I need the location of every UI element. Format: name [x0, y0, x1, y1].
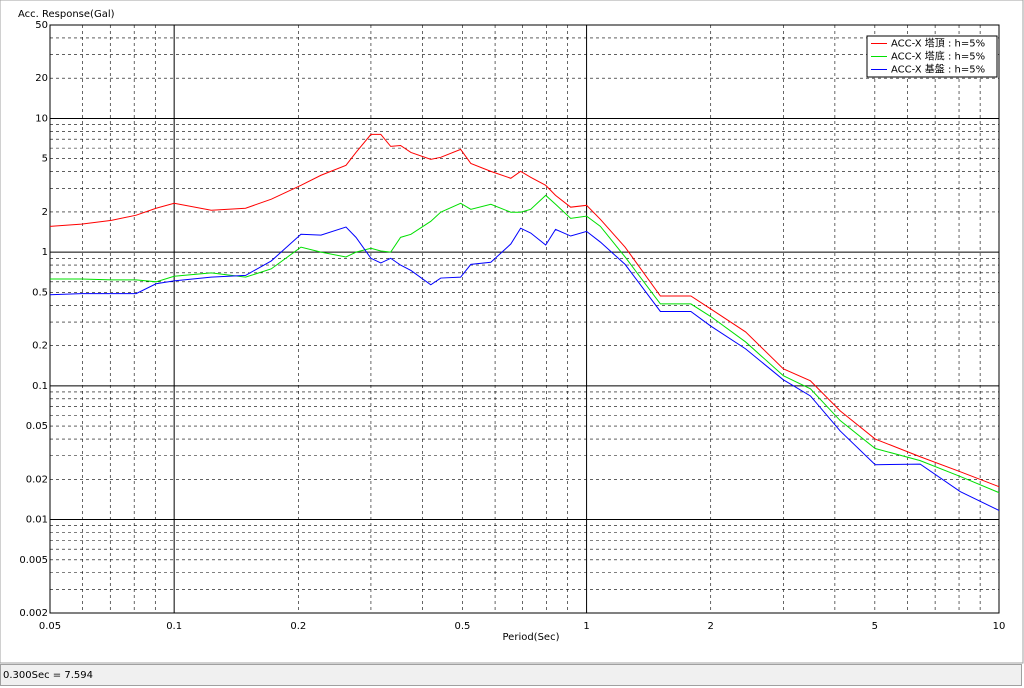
y-tick-label: 0.1: [32, 381, 48, 392]
y-tick-label: 20: [35, 73, 48, 84]
y-tick-label: 0.05: [26, 421, 48, 432]
series-line: [49, 133, 1000, 488]
x-tick-label: 0.5: [454, 621, 470, 632]
y-tick-label: 0.02: [26, 474, 48, 485]
y-tick-label: 2: [42, 207, 48, 218]
y-tick-label: 0.5: [32, 287, 48, 298]
chart: Acc. Response(Gal) Period(Sec) 0.05 0.1 0.…: [0, 0, 1024, 664]
x-tick-label: 0.2: [290, 621, 306, 632]
legend-label: ACC-X 基盤 : h=5%: [891, 63, 985, 76]
status-bar: 0.300Sec = 7.594: [0, 664, 1022, 686]
y-tick-label: 0.002: [19, 608, 48, 619]
x-tick-label: 1: [583, 621, 589, 632]
y-tick-label: 0.2: [32, 341, 48, 352]
y-tick-label: 5: [42, 154, 48, 165]
x-axis-label: Period(Sec): [503, 632, 560, 643]
series-line: [50, 194, 1000, 494]
y-tick-label: 0.01: [26, 515, 48, 526]
chart-title: Acc. Response(Gal): [18, 9, 115, 20]
chart-background: [0, 0, 1024, 664]
series-line: [49, 226, 1000, 511]
x-tick-label: 0.05: [39, 621, 61, 632]
y-tick-label: 1: [42, 247, 48, 258]
x-tick-label: 5: [872, 621, 878, 632]
plot-frame: [49, 24, 1000, 614]
y-tick-label: 0.005: [19, 555, 48, 566]
x-tick-label: 0.1: [166, 621, 182, 632]
y-tick-label: 10: [35, 113, 48, 124]
legend-label: ACC-X 塔底 : h=5%: [891, 50, 985, 63]
y-tick-label: 50: [35, 20, 48, 31]
legend-label: ACC-X 塔頂 : h=5%: [891, 37, 985, 50]
legend-box: [866, 35, 998, 78]
x-tick-label: 2: [708, 621, 714, 632]
legend: ACC-X 塔頂 : h=5%ACC-X 塔底 : h=5%ACC-X 基盤 :…: [866, 35, 998, 78]
x-tick-label: 10: [993, 621, 1006, 632]
